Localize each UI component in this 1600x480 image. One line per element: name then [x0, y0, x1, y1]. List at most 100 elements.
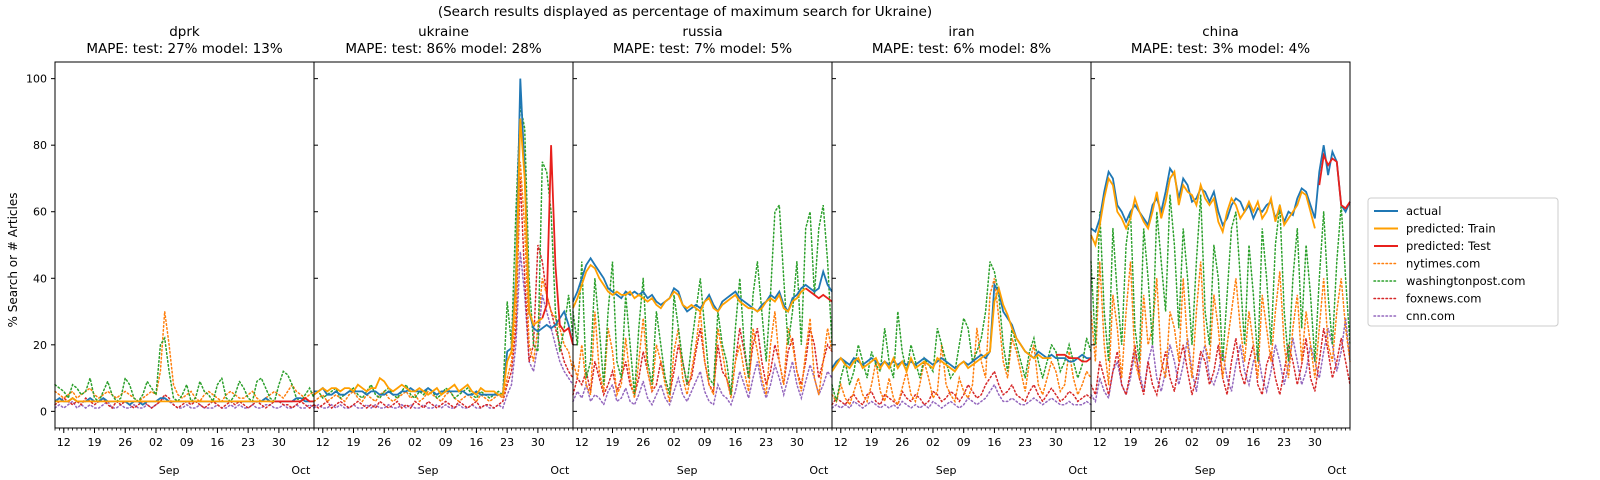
x-tick-label: 16	[210, 436, 224, 449]
x-tick-label: 23	[1277, 436, 1291, 449]
y-tick-label: 40	[33, 272, 47, 285]
x-tick-label: 09	[957, 436, 971, 449]
panel-frame	[1090, 61, 1351, 429]
x-tick-label: 23	[241, 436, 255, 449]
legend-label: predicted: Test	[1406, 239, 1491, 253]
series-fox	[1090, 328, 1351, 398]
series-predicted-test	[805, 287, 833, 303]
series-wapo	[1090, 195, 1351, 362]
series-predicted-test	[1318, 151, 1351, 210]
legend-label: predicted: Train	[1406, 222, 1496, 236]
x-month-label: Sep	[418, 464, 439, 477]
x-tick-label: 09	[1216, 436, 1230, 449]
x-tick-label: 26	[118, 436, 132, 449]
panel-subtitle: MAPE: test: 7% model: 5%	[613, 41, 792, 57]
series-predicted-test	[274, 396, 314, 403]
x-tick-label: 09	[698, 436, 712, 449]
legend-frame	[1367, 197, 1559, 327]
x-month-label: Sep	[1195, 464, 1216, 477]
legend-label: washingtonpost.com	[1406, 274, 1525, 288]
panel-frame	[831, 61, 1092, 429]
x-tick-label: 09	[439, 436, 453, 449]
y-tick-label: 80	[33, 139, 47, 152]
x-month-label: Oct	[550, 464, 570, 477]
legend-label: foxnews.com	[1406, 292, 1482, 306]
series-nytimes	[1090, 261, 1351, 385]
x-tick-label: 16	[1246, 436, 1260, 449]
x-tick-label: 19	[1124, 436, 1138, 449]
y-tick-label: 0	[40, 405, 47, 418]
series-predicted-test	[1055, 353, 1092, 363]
figure-subtitle: (Search results displayed as percentage …	[438, 4, 932, 20]
series-nytimes	[572, 311, 833, 402]
series-wapo	[572, 202, 833, 395]
x-month-label: Sep	[159, 464, 180, 477]
series-nytimes	[54, 311, 315, 403]
x-tick-label: 19	[865, 436, 879, 449]
series-cnn	[54, 397, 315, 410]
x-tick-label: 12	[1093, 436, 1107, 449]
y-axis-label: % Search or # Articles	[6, 193, 20, 328]
series-predicted-train	[831, 285, 1052, 374]
x-tick-label: 09	[180, 436, 194, 449]
x-tick-label: 02	[926, 436, 940, 449]
x-tick-label: 26	[636, 436, 650, 449]
series-nytimes	[313, 161, 574, 403]
series-predicted-train	[313, 118, 543, 396]
panel-subtitle: MAPE: test: 86% model: 28%	[345, 41, 542, 57]
legend-label: cnn.com	[1406, 309, 1455, 323]
series-fox	[831, 369, 1092, 406]
legend-label: nytimes.com	[1406, 257, 1480, 271]
panel-title: dprk	[169, 24, 200, 40]
panel-title: ukraine	[418, 24, 469, 40]
panel-title: iran	[948, 24, 974, 40]
x-tick-label: 12	[834, 436, 848, 449]
x-tick-label: 30	[1049, 436, 1063, 449]
y-tick-label: 60	[33, 206, 47, 219]
series-nytimes	[831, 278, 1092, 407]
panel-frame	[54, 61, 315, 429]
x-tick-label: 30	[272, 436, 286, 449]
x-month-label: Oct	[1327, 464, 1347, 477]
chart-legend: actual predicted: Train predicted: Test nyt…	[1367, 197, 1559, 327]
series-wapo	[831, 261, 1092, 402]
x-month-label: Oct	[1068, 464, 1088, 477]
series-cnn	[572, 361, 833, 407]
x-tick-label: 02	[149, 436, 163, 449]
x-tick-label: 30	[790, 436, 804, 449]
x-tick-label: 16	[728, 436, 742, 449]
x-tick-label: 26	[1154, 436, 1168, 449]
x-tick-label: 02	[408, 436, 422, 449]
x-tick-label: 26	[377, 436, 391, 449]
panel-frame	[313, 61, 574, 429]
panel-title: russia	[682, 24, 722, 40]
series-cnn	[313, 251, 574, 410]
panel-title: china	[1202, 24, 1239, 40]
y-tick-label: 100	[26, 73, 47, 86]
x-month-label: Sep	[677, 464, 698, 477]
x-tick-label: 30	[531, 436, 545, 449]
x-tick-label: 16	[987, 436, 1001, 449]
x-tick-label: 12	[575, 436, 589, 449]
x-tick-label: 23	[1018, 436, 1032, 449]
x-tick-label: 23	[500, 436, 514, 449]
x-tick-label: 19	[88, 436, 102, 449]
x-month-label: Oct	[291, 464, 311, 477]
x-tick-label: 02	[1185, 436, 1199, 449]
x-month-label: Sep	[936, 464, 957, 477]
series-actual	[314, 78, 574, 396]
x-tick-label: 12	[57, 436, 71, 449]
panel-subtitle: MAPE: test: 6% model: 8%	[872, 41, 1051, 57]
series-predicted-train	[55, 396, 275, 403]
series-predicted-test	[541, 145, 574, 346]
series-wapo	[54, 336, 315, 404]
x-month-label: Oct	[809, 464, 829, 477]
x-tick-label: 19	[606, 436, 620, 449]
series-predicted-train	[1090, 169, 1316, 248]
